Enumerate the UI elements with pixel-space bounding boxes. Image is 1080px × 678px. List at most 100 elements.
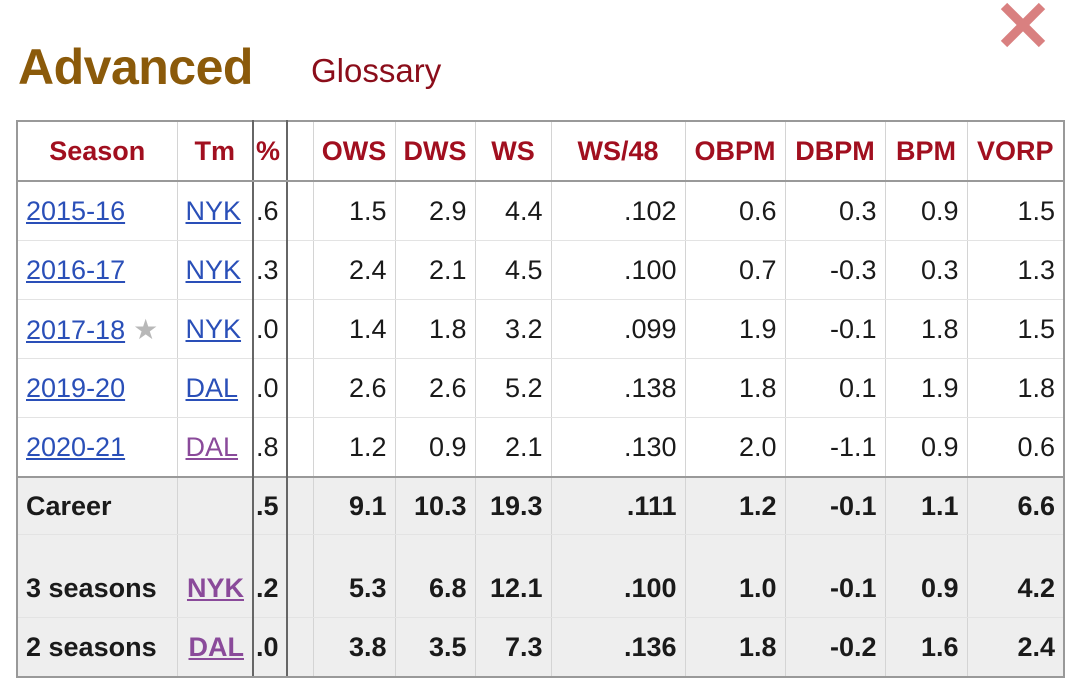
season-link[interactable]: 2020-21: [26, 431, 126, 462]
column-header-clipped[interactable]: %: [253, 121, 288, 182]
team-cell: DAL: [177, 617, 254, 678]
column-header-ows[interactable]: OWS: [313, 121, 396, 182]
page-title: Advanced: [18, 39, 253, 95]
table-row: 2020-21 DAL .8 1.2 0.9 2.1 .130 2.0 -1.1…: [17, 417, 1065, 478]
bpm-cell: 1.1: [885, 476, 968, 535]
team-link[interactable]: NYK: [186, 572, 244, 603]
vorp-cell: 6.6: [967, 476, 1065, 535]
bpm-cell: 0.3: [885, 240, 968, 300]
obpm-cell: 1.8: [685, 617, 786, 678]
ws48-cell: .138: [551, 358, 686, 418]
column-header-season[interactable]: Season: [17, 121, 178, 182]
dbpm-cell: 0.1: [785, 358, 886, 418]
spacer-cell: [967, 534, 1065, 559]
ws48-cell: .111: [551, 476, 686, 535]
clipped-cell: .6: [253, 181, 288, 241]
gap-cell: [287, 240, 314, 300]
team-link[interactable]: DAL: [188, 631, 245, 662]
dbpm-cell: 0.3: [785, 181, 886, 241]
ws-cell: 4.4: [475, 181, 552, 241]
ws-cell: 12.1: [475, 559, 552, 618]
clipped-cell: .5: [253, 476, 288, 535]
spacer-cell: [885, 534, 968, 559]
bpm-cell: 1.6: [885, 617, 968, 678]
spacer-cell: [313, 534, 396, 559]
spacer-row: [17, 534, 1065, 559]
season-link[interactable]: 2017-18: [26, 314, 126, 345]
ows-cell: 1.5: [313, 181, 396, 241]
dws-cell: 3.5: [395, 617, 476, 678]
bpm-cell: 0.9: [885, 559, 968, 618]
column-header-dbpm[interactable]: DBPM: [785, 121, 886, 182]
team-link[interactable]: NYK: [185, 313, 242, 344]
team-totals-row: 3 seasons NYK .2 5.3 6.8 12.1 .100 1.0 -…: [17, 559, 1065, 618]
season-link[interactable]: 2019-20: [26, 372, 126, 403]
ws-cell: 5.2: [475, 358, 552, 418]
ws48-cell: .130: [551, 417, 686, 478]
vorp-cell: 1.8: [967, 358, 1065, 418]
column-header-dws[interactable]: DWS: [395, 121, 476, 182]
team-cell: NYK: [177, 240, 254, 300]
dbpm-cell: -0.1: [785, 559, 886, 618]
ows-cell: 1.4: [313, 299, 396, 359]
spacer-cell: [395, 534, 476, 559]
ws-cell: 19.3: [475, 476, 552, 535]
team-cell: NYK: [177, 559, 254, 618]
glossary-link[interactable]: Glossary: [311, 52, 442, 89]
team-cell: DAL: [177, 417, 254, 478]
totals-label: 3 seasons: [17, 559, 178, 618]
ws-cell: 2.1: [475, 417, 552, 478]
spacer-cell: [785, 534, 886, 559]
close-button[interactable]: [998, 0, 1048, 52]
clipped-cell: .0: [253, 358, 288, 418]
career-totals-row: Career .5 9.1 10.3 19.3 .111 1.2 -0.1 1.…: [17, 476, 1065, 535]
dws-cell: 6.8: [395, 559, 476, 618]
ws48-cell: .136: [551, 617, 686, 678]
season-link[interactable]: 2016-17: [26, 254, 126, 285]
table-header-row: Season Tm % OWS DWS WS WS/48 OBPM DBPM B…: [17, 121, 1065, 182]
team-link[interactable]: NYK: [185, 254, 242, 285]
clipped-cell: .2: [253, 559, 288, 618]
ws48-cell: .102: [551, 181, 686, 241]
gap-cell: [287, 559, 314, 618]
dws-cell: 0.9: [395, 417, 476, 478]
clipped-cell: .0: [253, 299, 288, 359]
dws-cell: 2.9: [395, 181, 476, 241]
column-header-team[interactable]: Tm: [177, 121, 254, 182]
obpm-cell: 0.6: [685, 181, 786, 241]
spacer-cell: [177, 534, 254, 559]
team-link[interactable]: NYK: [185, 195, 242, 226]
totals-label: 2 seasons: [17, 617, 178, 678]
gap-cell: [287, 299, 314, 359]
gap-cell: [287, 417, 314, 478]
spacer-cell: [287, 534, 314, 559]
season-cell: 2020-21: [17, 417, 178, 478]
column-header-ws48[interactable]: WS/48: [551, 121, 686, 182]
table-row: 2017-18 ★ NYK .0 1.4 1.8 3.2 .099 1.9 -0.…: [17, 299, 1065, 359]
obpm-cell: 1.9: [685, 299, 786, 359]
dbpm-cell: -0.1: [785, 299, 886, 359]
gap-cell: [287, 617, 314, 678]
team-cell: NYK: [177, 299, 254, 359]
ows-cell: 5.3: [313, 559, 396, 618]
vorp-cell: 4.2: [967, 559, 1065, 618]
column-header-vorp[interactable]: VORP: [967, 121, 1065, 182]
column-header-obpm[interactable]: OBPM: [685, 121, 786, 182]
obpm-cell: 1.8: [685, 358, 786, 418]
dbpm-cell: -0.1: [785, 476, 886, 535]
bpm-cell: 0.9: [885, 417, 968, 478]
spacer-cell: [685, 534, 786, 559]
team-link[interactable]: DAL: [185, 372, 239, 403]
totals-label: Career: [17, 476, 178, 535]
season-link[interactable]: 2015-16: [26, 195, 126, 226]
ws-cell: 7.3: [475, 617, 552, 678]
column-header-ws[interactable]: WS: [475, 121, 552, 182]
spacer-cell: [253, 534, 288, 559]
ws48-cell: .099: [551, 299, 686, 359]
ws48-cell: .100: [551, 559, 686, 618]
team-cell: NYK: [177, 181, 254, 241]
team-link[interactable]: DAL: [185, 431, 239, 462]
vorp-cell: 0.6: [967, 417, 1065, 478]
column-header-bpm[interactable]: BPM: [885, 121, 968, 182]
close-icon[interactable]: [998, 0, 1048, 50]
